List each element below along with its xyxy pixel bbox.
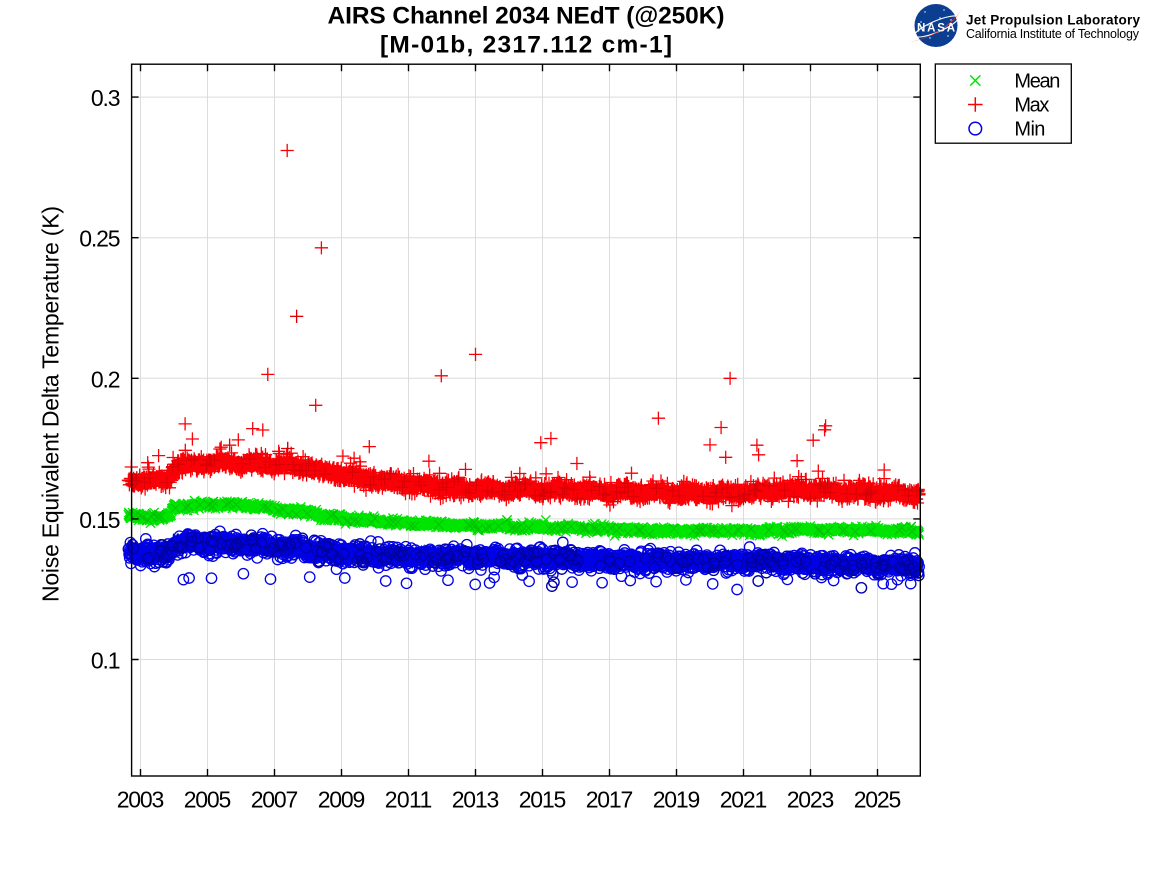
svg-text:2017: 2017 [586, 787, 634, 813]
svg-text:2011: 2011 [385, 787, 433, 813]
svg-text:Max: Max [1014, 95, 1049, 117]
svg-text:[M-01b, 2317.112 cm-1]: [M-01b, 2317.112 cm-1] [380, 32, 672, 59]
svg-text:2003: 2003 [117, 787, 165, 813]
svg-text:2009: 2009 [318, 787, 366, 813]
svg-text:0.3: 0.3 [91, 85, 121, 111]
svg-text:2007: 2007 [251, 787, 299, 813]
svg-text:2005: 2005 [184, 787, 232, 813]
svg-text:Noise Equivalent Delta Tempera: Noise Equivalent Delta Temperature (K) [38, 206, 64, 602]
svg-text:AIRS Channel 2034 NEdT (@250K): AIRS Channel 2034 NEdT (@250K) [328, 3, 725, 30]
svg-text:0.2: 0.2 [91, 366, 121, 392]
svg-text:Min: Min [1014, 119, 1045, 141]
svg-text:2025: 2025 [854, 787, 902, 813]
svg-text:0.25: 0.25 [79, 226, 120, 252]
svg-text:California Institute of Techno: California Institute of Technology [966, 27, 1140, 41]
svg-text:2013: 2013 [452, 787, 500, 813]
svg-text:2019: 2019 [653, 787, 701, 813]
svg-text:2015: 2015 [519, 787, 567, 813]
svg-text:0.1: 0.1 [91, 648, 121, 674]
svg-text:0.15: 0.15 [79, 507, 120, 533]
svg-text:2023: 2023 [787, 787, 835, 813]
svg-text:Mean: Mean [1014, 71, 1060, 93]
svg-text:Jet Propulsion Laboratory: Jet Propulsion Laboratory [966, 12, 1140, 27]
svg-text:2021: 2021 [720, 787, 768, 813]
